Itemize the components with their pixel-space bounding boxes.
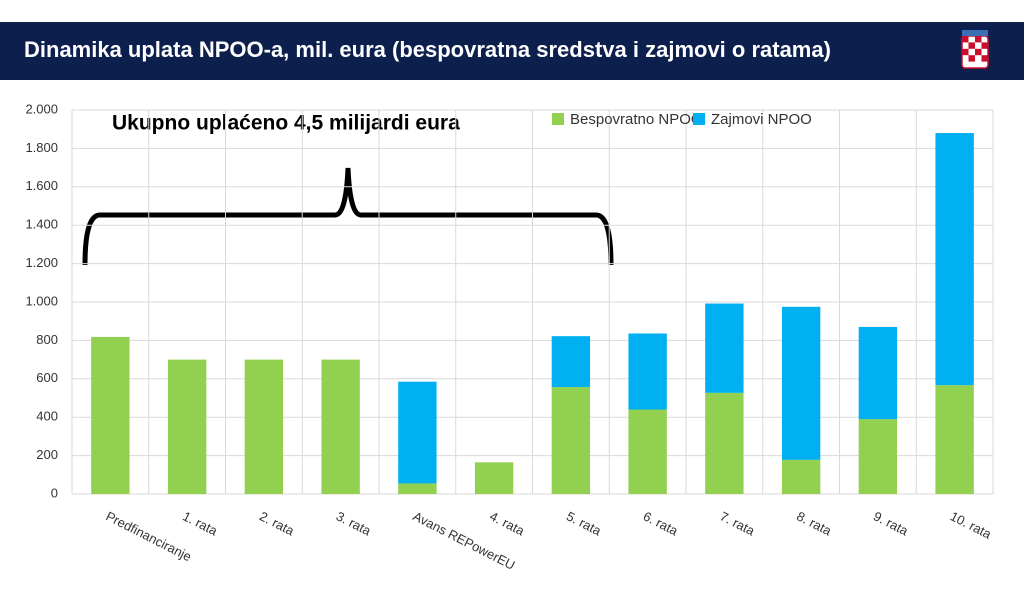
bar-segment <box>398 483 437 494</box>
y-tick-label: 600 <box>36 370 58 385</box>
legend-swatch <box>552 113 564 125</box>
y-tick-label: 800 <box>36 332 58 347</box>
bar-segment <box>705 392 744 494</box>
x-tick-label: 4. rata <box>487 508 527 538</box>
bar-segment <box>935 133 974 386</box>
x-tick-label: 3. rata <box>334 508 374 538</box>
y-tick-label: 1.400 <box>25 217 58 232</box>
legend-swatch <box>693 113 705 125</box>
bar-segment <box>705 303 744 393</box>
y-tick-label: 400 <box>36 409 58 424</box>
brace <box>82 167 614 266</box>
x-tick-label: 6. rata <box>641 508 681 538</box>
bar-segment <box>781 306 821 460</box>
chart-title: Dinamika uplata NPOO-a, mil. eura (bespo… <box>24 37 831 62</box>
bar-segment <box>628 333 667 410</box>
y-tick-label: 0 <box>51 485 58 500</box>
bar-segment <box>244 359 284 494</box>
bar-segment <box>321 359 360 494</box>
bar-segment <box>781 459 821 494</box>
y-tick-label: 1.200 <box>25 255 58 270</box>
bar-segment <box>935 385 974 494</box>
x-tick-label: Predfinanciranje <box>103 508 194 564</box>
header-band <box>0 22 1024 80</box>
y-tick-label: 1.000 <box>25 293 58 308</box>
y-tick-label: 1.600 <box>25 178 58 193</box>
x-tick-label: 9. rata <box>871 508 911 538</box>
x-tick-label: 2. rata <box>257 508 297 538</box>
coat-of-arms <box>961 30 989 69</box>
bar-segment <box>474 462 514 494</box>
y-tick-label: 2.000 <box>25 101 58 116</box>
bar-segment <box>858 326 898 420</box>
x-tick-label: 1. rata <box>180 508 220 538</box>
bar-segment <box>551 336 591 388</box>
bar-segment <box>858 419 898 494</box>
x-tick-label: 8. rata <box>794 508 834 538</box>
bar-segment <box>167 359 207 494</box>
x-tick-label: 5. rata <box>564 508 604 538</box>
x-tick-label: 7. rata <box>717 508 757 538</box>
annotation: Ukupno uplaćeno 4,5 milijardi eura <box>112 112 460 135</box>
bar-segment <box>91 336 130 494</box>
bar-segment <box>628 409 667 494</box>
bar-segment <box>398 381 437 484</box>
legend-label: Zajmovi NPOO <box>711 111 812 128</box>
y-tick-label: 200 <box>36 447 58 462</box>
y-tick-label: 1.800 <box>25 140 58 155</box>
bar-segment <box>551 387 591 494</box>
x-tick-label: 10. rata <box>948 508 995 542</box>
legend-label: Bespovratno NPOO <box>570 111 703 128</box>
